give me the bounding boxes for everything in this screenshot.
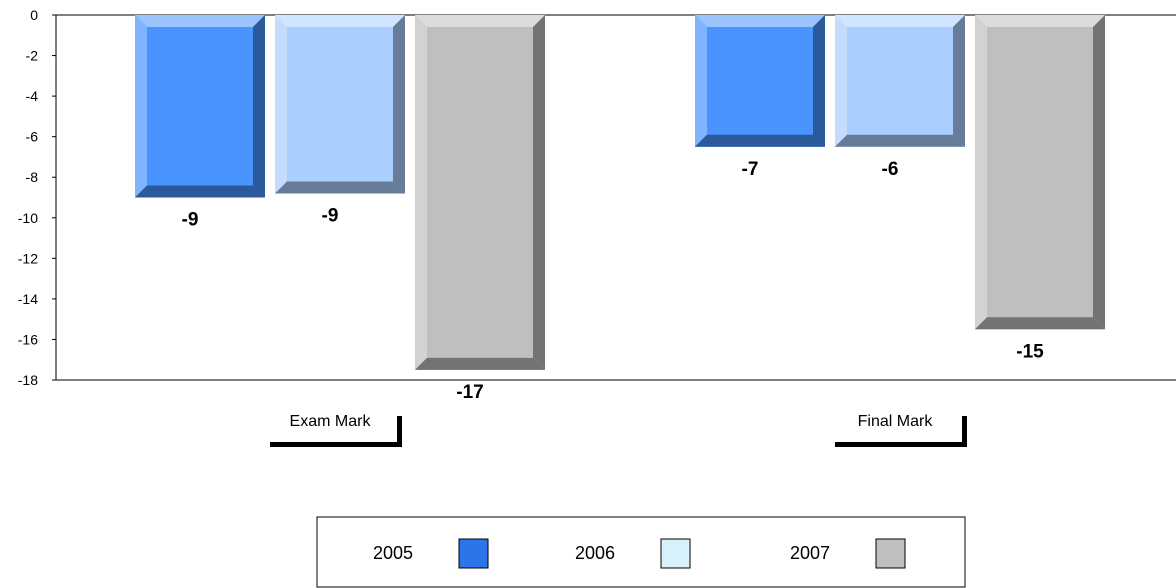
bar-bevel-top: [975, 15, 1105, 27]
y-tick-label: -2: [26, 48, 39, 64]
x-tick-label: Exam Mark: [290, 413, 372, 430]
y-tick-label: -6: [26, 129, 39, 145]
bar-body: [695, 15, 825, 147]
bar-bevel-top: [835, 15, 965, 27]
y-tick-label: -8: [26, 169, 39, 185]
bar-bevel-left: [415, 15, 427, 370]
legend-label: 2007: [790, 543, 830, 563]
bar-body: [275, 15, 405, 194]
bar-bevel-right: [813, 15, 825, 147]
bar-bevel-left: [275, 15, 287, 194]
data-label: -15: [1016, 341, 1044, 362]
legend-box: [316, 516, 966, 588]
y-tick-label: -18: [18, 372, 38, 388]
bar-2007-final-mark: [975, 15, 1105, 330]
bar-bevel-top: [135, 15, 265, 27]
bar-bevel-bottom: [135, 185, 265, 198]
bar-bevel-right: [393, 15, 405, 194]
bar-body: [415, 15, 545, 370]
bars-group: [135, 15, 1105, 370]
bar-bevel-bottom: [695, 134, 825, 147]
bar-2006-exam-mark: [275, 15, 405, 194]
bar-bevel-left: [835, 15, 847, 147]
bar-bevel-left: [975, 15, 987, 330]
y-tick-label: 0: [30, 7, 38, 23]
data-labels-group: -9 -9 -17 -7 -6 -15: [182, 159, 1045, 403]
bar-bevel-right: [1093, 15, 1105, 330]
bar-bevel-bottom: [835, 134, 965, 147]
bar-bevel-top: [415, 15, 545, 27]
bar-bevel-bottom: [975, 317, 1105, 330]
y-axis: 0 -2 -4 -6 -8 -10 -12 -14 -16 -18: [18, 7, 56, 388]
bar-2006-final-mark: [835, 15, 965, 147]
y-tick-label: -4: [26, 88, 39, 104]
data-label: -9: [322, 205, 339, 226]
bar-bevel-top: [695, 15, 825, 27]
bar-bevel-bottom: [415, 357, 545, 370]
bar-2005-final-mark: [695, 15, 825, 147]
bar-bevel-right: [533, 15, 545, 370]
label-underline: [835, 442, 967, 447]
bar-bevel-right: [953, 15, 965, 147]
data-label: -7: [742, 159, 759, 180]
bar-bevel-left: [135, 15, 147, 198]
label-bracket-side: [397, 416, 402, 447]
y-tick-label: -12: [18, 250, 38, 266]
legend-swatch: [660, 538, 691, 569]
legend-swatch: [458, 538, 489, 569]
y-tick-label: -14: [18, 291, 38, 307]
data-label: -9: [182, 210, 199, 231]
label-bracket-side: [962, 416, 967, 447]
x-tick-label: Final Mark: [858, 413, 934, 430]
bar-2005-exam-mark: [135, 15, 265, 198]
bar-bevel-right: [253, 15, 265, 198]
data-label: -6: [882, 159, 899, 180]
y-tick-label: -10: [18, 210, 38, 226]
bar-body: [835, 15, 965, 147]
data-label: -17: [456, 382, 483, 403]
legend-label: 2005: [373, 543, 413, 563]
y-tick-label: -16: [18, 331, 38, 347]
bar-2007-exam-mark: [415, 15, 545, 370]
bar-bevel-top: [275, 15, 405, 27]
x-axis: Exam Mark Final Mark: [270, 413, 967, 447]
bar-body: [975, 15, 1105, 330]
bar-body: [135, 15, 265, 198]
legend: 2005 2006 2007: [316, 516, 966, 588]
legend-swatch: [875, 538, 906, 569]
bar-bevel-bottom: [275, 181, 405, 194]
label-underline: [270, 442, 402, 447]
legend-label: 2006: [575, 543, 615, 563]
bar-bevel-left: [695, 15, 707, 147]
